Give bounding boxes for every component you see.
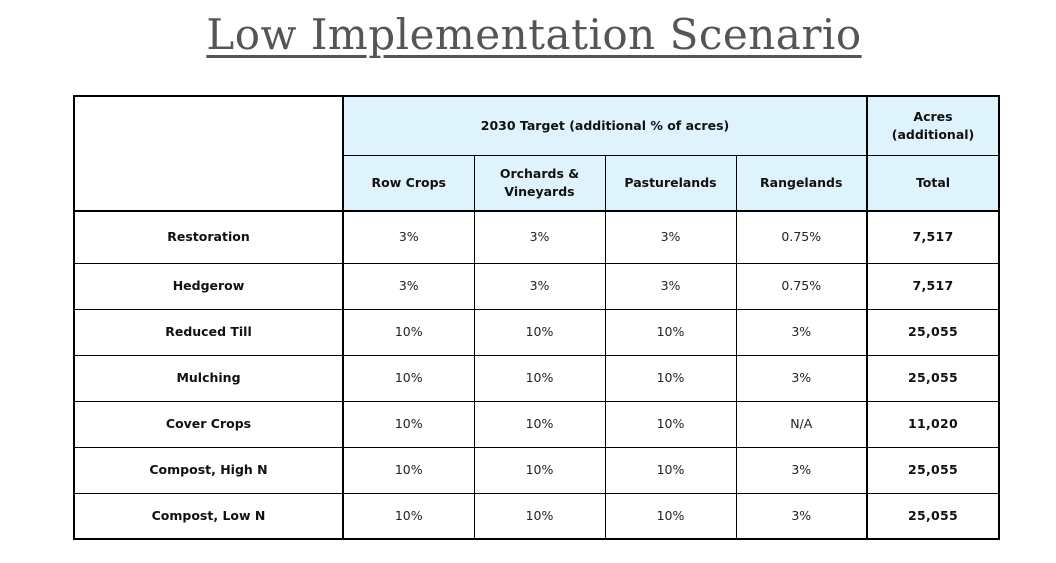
value-cell: 3% <box>735 354 868 402</box>
practice-label: Compost, High N <box>73 446 344 494</box>
value-cell: 3% <box>473 262 606 310</box>
total-cell: 25,055 <box>866 492 1000 540</box>
value-cell: 3% <box>735 492 868 540</box>
value-cell: 10% <box>342 492 475 540</box>
total-cell: 25,055 <box>866 354 1000 402</box>
column-header-orchards-vineyards-label: Orchards & Vineyards <box>499 165 580 199</box>
value-cell: 10% <box>473 354 606 402</box>
value-cell: 10% <box>604 400 737 448</box>
practice-label: Cover Crops <box>73 400 344 448</box>
column-header-row-crops: Row Crops <box>342 154 475 212</box>
acres-header: Acres (additional) <box>866 95 1000 156</box>
header-row-top: 2030 Target (additional % of acres) Acre… <box>73 95 1000 212</box>
value-cell: 10% <box>604 492 737 540</box>
table-body: 2030 Target (additional % of acres) Acre… <box>73 95 1000 540</box>
table-row: Compost, High N 10% 10% 10% 3% 25,055 <box>73 446 1000 494</box>
total-cell: 7,517 <box>866 262 1000 310</box>
value-cell: 10% <box>473 492 606 540</box>
total-cell: 7,517 <box>866 210 1000 264</box>
value-cell: 10% <box>342 400 475 448</box>
practice-label: Reduced Till <box>73 308 344 356</box>
value-cell: 10% <box>473 446 606 494</box>
practice-label: Restoration <box>73 210 344 264</box>
table-row: Cover Crops 10% 10% 10% N/A 11,020 <box>73 400 1000 448</box>
column-header-total: Total <box>866 154 1000 212</box>
practice-label: Hedgerow <box>73 262 344 310</box>
total-cell: 25,055 <box>866 308 1000 356</box>
corner-cell <box>73 95 344 212</box>
page-title: Low Implementation Scenario <box>206 10 862 59</box>
table-row: Hedgerow 3% 3% 3% 0.75% 7,517 <box>73 262 1000 310</box>
value-cell: 10% <box>604 354 737 402</box>
value-cell: 10% <box>604 308 737 356</box>
table-row: Restoration 3% 3% 3% 0.75% 7,517 <box>73 210 1000 264</box>
value-cell: 3% <box>473 210 606 264</box>
value-cell: 3% <box>342 262 475 310</box>
value-cell: 3% <box>735 308 868 356</box>
value-cell: 0.75% <box>735 210 868 264</box>
value-cell: 3% <box>735 446 868 494</box>
value-cell: 10% <box>342 446 475 494</box>
practice-label: Compost, Low N <box>73 492 344 540</box>
value-cell: 3% <box>604 210 737 264</box>
table-row: Reduced Till 10% 10% 10% 3% 25,055 <box>73 308 1000 356</box>
column-header-pasturelands: Pasturelands <box>604 154 737 212</box>
table-row: Compost, Low N 10% 10% 10% 3% 25,055 <box>73 492 1000 540</box>
total-cell: 25,055 <box>866 446 1000 494</box>
column-header-orchards-vineyards: Orchards & Vineyards <box>473 154 606 212</box>
implementation-table: 2030 Target (additional % of acres) Acre… <box>73 95 1001 540</box>
value-cell: 10% <box>473 400 606 448</box>
value-cell: 3% <box>604 262 737 310</box>
practice-label: Mulching <box>73 354 344 402</box>
value-cell: 10% <box>473 308 606 356</box>
total-cell: 11,020 <box>866 400 1000 448</box>
header-row-columns: Row Crops Orchards & Vineyards Pasturela… <box>74 154 1000 212</box>
value-cell: N/A <box>735 400 868 448</box>
table-row: Mulching 10% 10% 10% 3% 25,055 <box>73 354 1000 402</box>
value-cell: 10% <box>342 354 475 402</box>
value-cell: 0.75% <box>735 262 868 310</box>
value-cell: 10% <box>604 446 737 494</box>
target-group-header: 2030 Target (additional % of acres) <box>342 95 868 156</box>
column-header-rangelands: Rangelands <box>735 154 868 212</box>
value-cell: 10% <box>342 308 475 356</box>
value-cell: 3% <box>342 210 475 264</box>
